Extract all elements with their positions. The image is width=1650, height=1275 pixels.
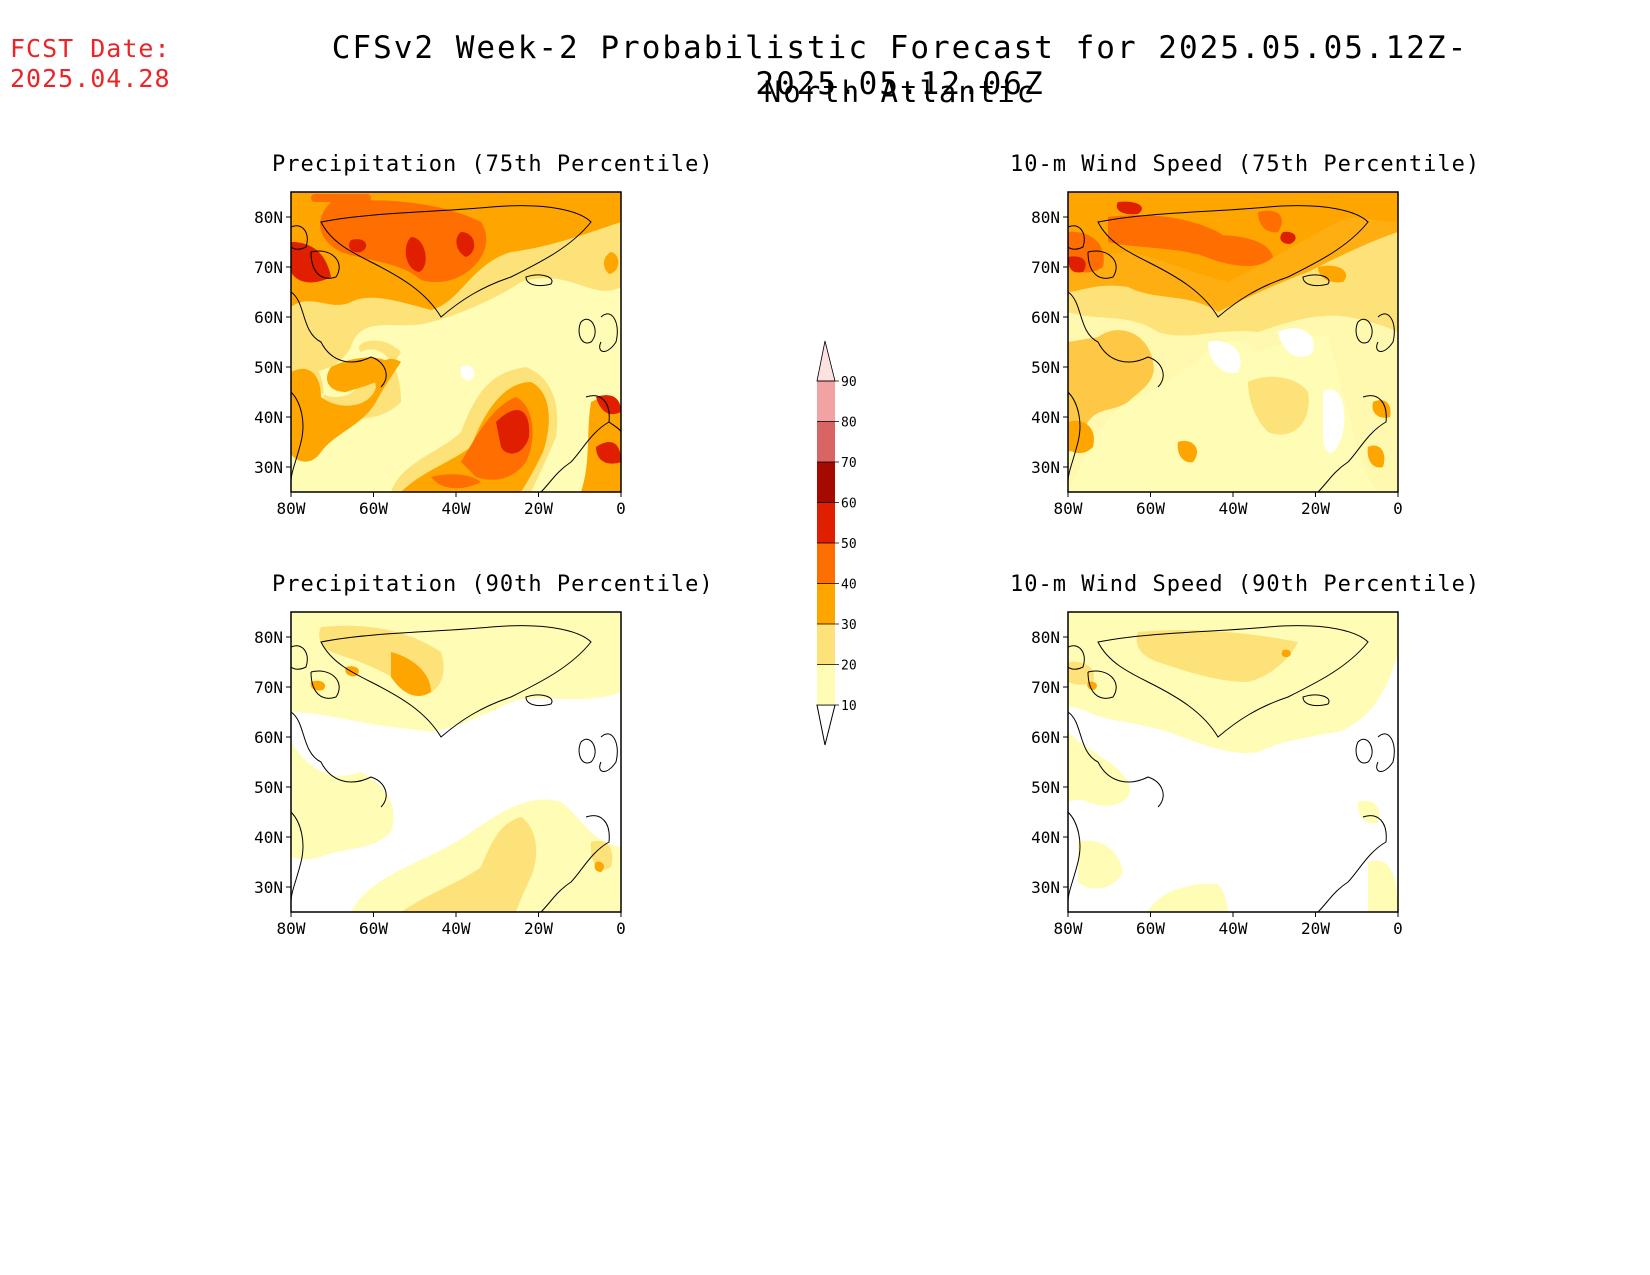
colorbar-swatch bbox=[817, 583, 835, 624]
colorbar-tick-label: 50 bbox=[841, 537, 857, 552]
colorbar: 10 20 30 40 50 60 70 80 90 bbox=[816, 340, 857, 746]
lon-tick-label: 80W bbox=[277, 499, 306, 518]
lat-tick-label: 60N bbox=[254, 728, 283, 747]
lon-tick-label: 60W bbox=[359, 499, 388, 518]
colorbar-tick-label: 20 bbox=[841, 659, 857, 674]
lat-tick-label: 30N bbox=[1031, 878, 1060, 897]
lat-tick-label: 80N bbox=[254, 628, 283, 647]
map-axes: 80N 70N 60N 50N 40N 30N 80W 60W 40W 20W 0 80N 70N 60N… bbox=[254, 208, 1403, 938]
map-wind-75 bbox=[1067, 191, 1399, 493]
colorbar-swatch bbox=[817, 462, 835, 503]
lon-tick-label: 0 bbox=[616, 919, 626, 938]
lat-tick-label: 30N bbox=[254, 458, 283, 477]
lon-tick-label: 60W bbox=[359, 919, 388, 938]
lon-tick-label: 20W bbox=[1301, 499, 1330, 518]
lat-tick-label: 50N bbox=[254, 778, 283, 797]
colorbar-tick-label: 30 bbox=[841, 618, 857, 633]
lon-tick-label: 0 bbox=[1393, 919, 1403, 938]
lon-tick-label: 0 bbox=[616, 499, 626, 518]
lon-tick-label: 40W bbox=[442, 919, 471, 938]
colorbar-swatch bbox=[817, 421, 835, 462]
lat-tick-label: 80N bbox=[254, 208, 283, 227]
colorbar-swatch bbox=[817, 624, 835, 665]
lon-tick-label: 20W bbox=[524, 919, 553, 938]
lat-tick-label: 70N bbox=[254, 258, 283, 277]
lat-tick-label: 50N bbox=[1031, 778, 1060, 797]
page-title: CFSv2 Week-2 Probabilistic Forecast for … bbox=[331, 30, 1469, 102]
lat-tick-label: 70N bbox=[254, 678, 283, 697]
lat-tick-label: 70N bbox=[1031, 258, 1060, 277]
lon-tick-label: 60W bbox=[1136, 499, 1165, 518]
lat-tick-label: 80N bbox=[1031, 628, 1060, 647]
panel-title-precip-75: Precipitation (75th Percentile) bbox=[272, 152, 714, 177]
lat-tick-label: 80N bbox=[1031, 208, 1060, 227]
colorbar-tick-label: 70 bbox=[841, 456, 857, 471]
panel-title-precip-90: Precipitation (90th Percentile) bbox=[272, 572, 714, 597]
lat-tick-label: 40N bbox=[254, 828, 283, 847]
lat-tick-label: 50N bbox=[254, 358, 283, 377]
lat-tick-label: 40N bbox=[1031, 828, 1060, 847]
panel-title-wind-90: 10-m Wind Speed (90th Percentile) bbox=[1010, 572, 1481, 597]
lon-tick-label: 60W bbox=[1136, 919, 1165, 938]
lat-tick-label: 60N bbox=[254, 308, 283, 327]
lat-tick-label: 60N bbox=[1031, 728, 1060, 747]
colorbar-tick-label: 60 bbox=[841, 497, 857, 512]
lat-tick-label: 30N bbox=[254, 878, 283, 897]
colorbar-swatch bbox=[817, 381, 835, 422]
lon-tick-label: 40W bbox=[1219, 919, 1248, 938]
lon-tick-label: 20W bbox=[524, 499, 553, 518]
map-wind-90 bbox=[1067, 611, 1399, 913]
lon-tick-label: 0 bbox=[1393, 499, 1403, 518]
colorbar-tick-label: 90 bbox=[841, 375, 857, 390]
lon-tick-label: 40W bbox=[1219, 499, 1248, 518]
page-subtitle: North Atlantic bbox=[763, 75, 1037, 109]
colorbar-tick-label: 80 bbox=[841, 416, 857, 431]
map-precip-75 bbox=[290, 191, 622, 493]
lat-tick-label: 70N bbox=[1031, 678, 1060, 697]
lat-tick-label: 50N bbox=[1031, 358, 1060, 377]
colorbar-lower-extension bbox=[816, 704, 836, 746]
lat-tick-label: 30N bbox=[1031, 458, 1060, 477]
colorbar-tick-label: 10 bbox=[841, 699, 857, 714]
colorbar-swatch bbox=[817, 543, 835, 584]
colorbar-tick-label: 40 bbox=[841, 578, 857, 593]
colorbar-upper-extension bbox=[816, 340, 836, 382]
forecast-date-value: 2025.04.28 bbox=[10, 64, 171, 93]
lat-tick-label: 60N bbox=[1031, 308, 1060, 327]
colorbar-swatch bbox=[817, 502, 835, 543]
lat-tick-label: 40N bbox=[254, 408, 283, 427]
lon-tick-label: 80W bbox=[1054, 499, 1083, 518]
lon-tick-label: 20W bbox=[1301, 919, 1330, 938]
colorbar-swatch bbox=[817, 664, 835, 705]
lon-tick-label: 80W bbox=[277, 919, 306, 938]
lon-tick-label: 80W bbox=[1054, 919, 1083, 938]
forecast-date-label: FCST Date: bbox=[10, 34, 171, 63]
forecast-date: FCST Date: 2025.04.28 bbox=[10, 34, 171, 94]
map-precip-90 bbox=[290, 611, 622, 913]
lon-tick-label: 40W bbox=[442, 499, 471, 518]
panel-title-wind-75: 10-m Wind Speed (75th Percentile) bbox=[1010, 152, 1481, 177]
lat-tick-label: 40N bbox=[1031, 408, 1060, 427]
